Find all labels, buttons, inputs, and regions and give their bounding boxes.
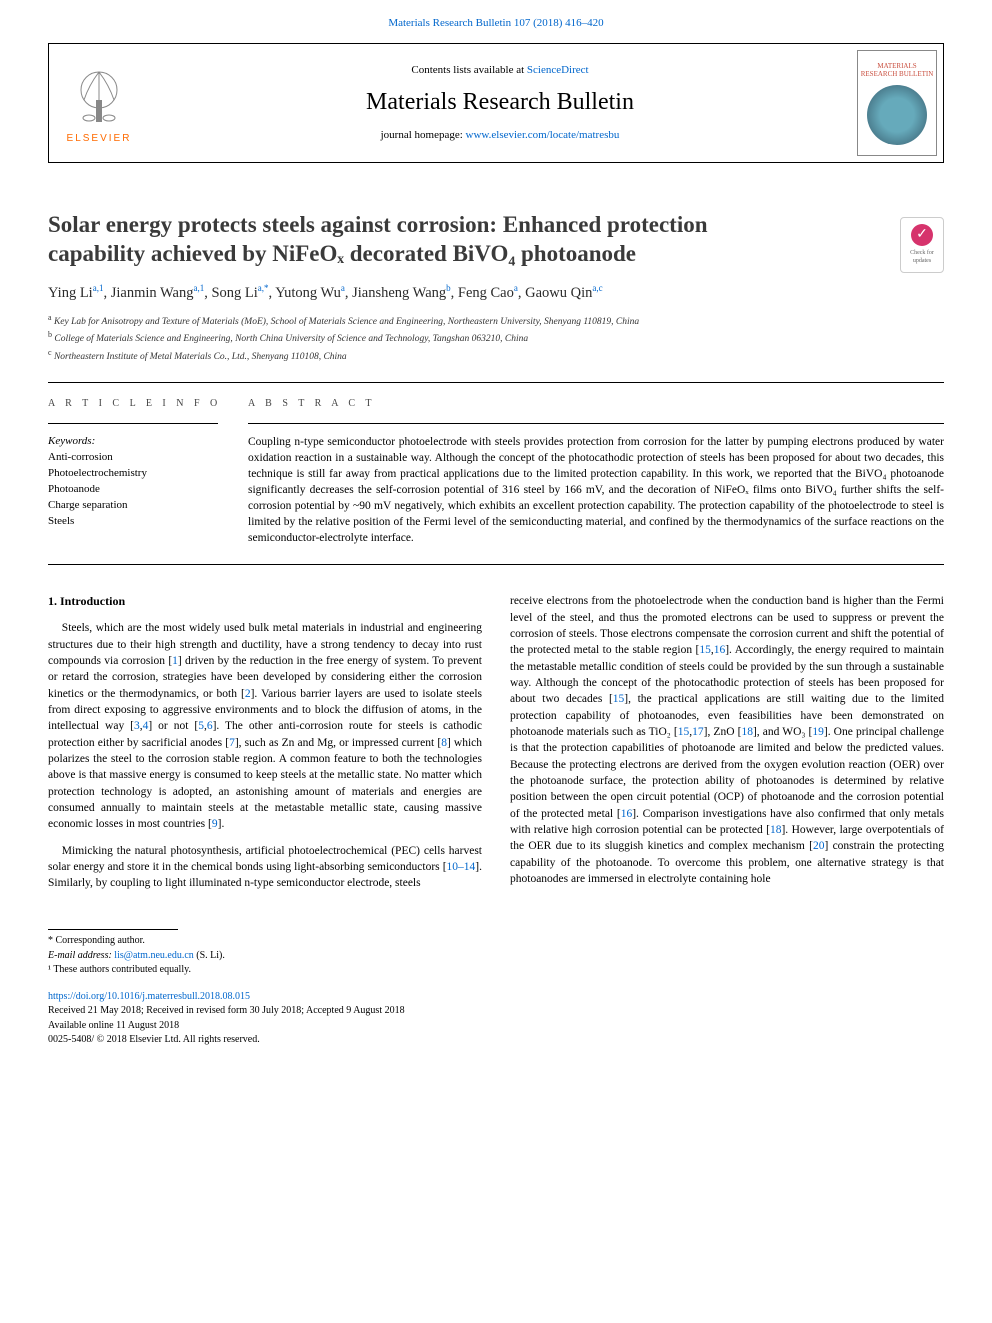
- check-mark-icon: ✓: [911, 224, 933, 246]
- article-info-label: A R T I C L E I N F O: [48, 397, 230, 411]
- sciencedirect-link[interactable]: ScienceDirect: [527, 64, 589, 76]
- contents-line: Contents lists available at ScienceDirec…: [411, 63, 588, 78]
- journal-homepage: journal homepage: www.elsevier.com/locat…: [381, 128, 620, 143]
- abstract-text: Coupling n-type semiconductor photoelect…: [248, 434, 944, 547]
- article-header: ✓ Check for updates Solar energy protect…: [48, 211, 944, 364]
- elsevier-label: ELSEVIER: [67, 132, 132, 146]
- abstract-col: A B S T R A C T Coupling n-type semicond…: [248, 383, 944, 546]
- article-info-col: A R T I C L E I N F O Keywords: Anti-cor…: [48, 383, 248, 546]
- cover-image-icon: [867, 85, 927, 145]
- header-center: Contents lists available at ScienceDirec…: [149, 44, 851, 162]
- footnote-rule: [48, 929, 178, 930]
- contents-prefix: Contents lists available at: [411, 64, 526, 76]
- divider-bottom: [48, 564, 944, 565]
- info-abstract-row: A R T I C L E I N F O Keywords: Anti-cor…: [48, 383, 944, 546]
- check-updates-badge[interactable]: ✓ Check for updates: [900, 217, 944, 273]
- email-suffix: (S. Li).: [194, 950, 225, 961]
- equal-contribution-note: ¹ These authors contributed equally.: [48, 963, 944, 978]
- journal-name: Materials Research Bulletin: [366, 86, 634, 118]
- body-paragraph: Mimicking the natural photosynthesis, ar…: [48, 843, 482, 892]
- article-title: Solar energy protects steels against cor…: [48, 211, 818, 269]
- section-heading-intro: 1. Introduction: [48, 593, 482, 610]
- info-rule: [48, 423, 218, 424]
- top-citation-link[interactable]: Materials Research Bulletin 107 (2018) 4…: [388, 17, 603, 29]
- authors: Ying Lia,1, Jianmin Wanga,1, Song Lia,*,…: [48, 282, 944, 303]
- keywords-list: Anti-corrosionPhotoelectrochemistryPhoto…: [48, 450, 230, 530]
- check-line1: Check for: [910, 249, 934, 257]
- cover-title: MATERIALS RESEARCH BULLETIN: [858, 61, 936, 80]
- affiliations: a Key Lab for Anisotropy and Texture of …: [48, 312, 944, 364]
- body-paragraph: Steels, which are the most widely used b…: [48, 620, 482, 832]
- abstract-rule: [248, 423, 944, 424]
- journal-cover-thumb: MATERIALS RESEARCH BULLETIN: [857, 50, 937, 156]
- corresponding-note: * Corresponding author.: [48, 934, 944, 949]
- abstract-label: A B S T R A C T: [248, 397, 944, 411]
- email-line: E-mail address: lis@atm.neu.edu.cn (S. L…: [48, 949, 944, 964]
- footnotes: * Corresponding author. E-mail address: …: [48, 929, 944, 978]
- email-link[interactable]: lis@atm.neu.edu.cn: [114, 950, 193, 961]
- elsevier-tree-icon: [64, 60, 134, 130]
- doi-link[interactable]: https://doi.org/10.1016/j.materresbull.2…: [48, 991, 250, 1002]
- top-citation: Materials Research Bulletin 107 (2018) 4…: [0, 0, 992, 39]
- check-line2: updates: [913, 257, 931, 265]
- received-line: Received 21 May 2018; Received in revise…: [48, 1004, 944, 1019]
- title-line2: capability achieved by NiFeOₓ decorated …: [48, 241, 636, 266]
- title-line1: Solar energy protects steels against cor…: [48, 212, 708, 237]
- body-columns: 1. Introduction Steels, which are the mo…: [48, 593, 944, 899]
- body-paragraph: receive electrons from the photoelectrod…: [510, 593, 944, 887]
- email-label: E-mail address:: [48, 950, 114, 961]
- doi-block: https://doi.org/10.1016/j.materresbull.2…: [48, 990, 944, 1048]
- homepage-link[interactable]: www.elsevier.com/locate/matresbu: [466, 129, 620, 141]
- copyright-line: 0025-5408/ © 2018 Elsevier Ltd. All righ…: [48, 1033, 944, 1048]
- journal-header: ELSEVIER Contents lists available at Sci…: [48, 43, 944, 163]
- keywords-label: Keywords:: [48, 434, 230, 449]
- elsevier-logo: ELSEVIER: [49, 44, 149, 162]
- homepage-prefix: journal homepage:: [381, 129, 466, 141]
- online-line: Available online 11 August 2018: [48, 1019, 944, 1034]
